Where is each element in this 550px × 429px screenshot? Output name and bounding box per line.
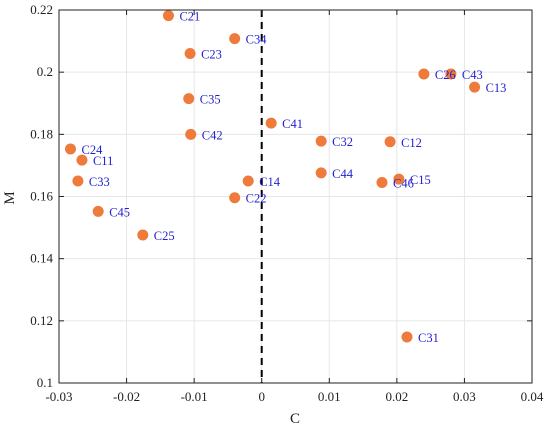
label-c33: C33 bbox=[89, 175, 110, 189]
x-tick-label: -0.01 bbox=[181, 389, 208, 404]
point-c12 bbox=[384, 136, 396, 148]
y-tick-label: 0.14 bbox=[30, 251, 53, 266]
x-tick-label: 0.04 bbox=[521, 389, 544, 404]
label-c11: C11 bbox=[93, 154, 113, 168]
x-tick-label: -0.03 bbox=[45, 389, 72, 404]
label-c22: C22 bbox=[246, 192, 267, 206]
point-c25 bbox=[137, 229, 149, 241]
label-c45: C45 bbox=[109, 205, 130, 219]
label-c21: C21 bbox=[179, 10, 200, 24]
point-c11 bbox=[76, 154, 88, 166]
label-c42: C42 bbox=[202, 128, 223, 142]
point-c13 bbox=[469, 81, 481, 93]
y-tick-label: 0.16 bbox=[30, 189, 53, 204]
point-c14 bbox=[242, 175, 254, 187]
x-tick-label: 0.01 bbox=[318, 389, 341, 404]
point-c21 bbox=[162, 10, 174, 22]
label-c26: C26 bbox=[435, 68, 456, 82]
label-c44: C44 bbox=[332, 167, 354, 181]
axes bbox=[58, 9, 533, 384]
point-c45 bbox=[92, 205, 104, 217]
point-c34 bbox=[229, 33, 241, 45]
label-c43: C43 bbox=[462, 68, 483, 82]
point-c22 bbox=[229, 192, 241, 204]
label-c25: C25 bbox=[154, 229, 175, 243]
x-tick-label: 0.03 bbox=[453, 389, 476, 404]
point-c31 bbox=[401, 331, 413, 343]
plot-frame bbox=[58, 9, 533, 384]
label-c32: C32 bbox=[332, 135, 353, 149]
point-c33 bbox=[72, 175, 84, 187]
label-c14: C14 bbox=[259, 175, 281, 189]
label-c31: C31 bbox=[418, 331, 439, 345]
data-points bbox=[64, 10, 481, 343]
point-c43 bbox=[445, 68, 457, 80]
label-c41: C41 bbox=[282, 117, 303, 131]
point-c15 bbox=[393, 173, 405, 185]
y-axis-title: M bbox=[2, 191, 18, 204]
point-c23 bbox=[184, 48, 196, 60]
label-c24: C24 bbox=[81, 143, 103, 157]
x-tick-label: -0.02 bbox=[113, 389, 140, 404]
point-c46 bbox=[376, 177, 388, 189]
label-c13: C13 bbox=[486, 81, 507, 95]
x-tick-label: 0.02 bbox=[385, 389, 408, 404]
y-tick-label: 0.22 bbox=[30, 2, 53, 17]
label-c35: C35 bbox=[200, 93, 221, 107]
label-c34: C34 bbox=[246, 33, 268, 47]
point-c35 bbox=[183, 93, 195, 105]
point-c41 bbox=[265, 117, 277, 129]
tick-labels: -0.03 -0.02 -0.01 0 0.01 0.02 0.03 0.04 0.1 0.12 0… bbox=[30, 2, 544, 404]
y-tick-label: 0.12 bbox=[30, 313, 53, 328]
point-c44 bbox=[315, 167, 327, 179]
y-tick-label: 0.18 bbox=[30, 126, 53, 141]
label-c23: C23 bbox=[201, 48, 222, 62]
label-c46: C46 bbox=[393, 177, 414, 191]
point-c24 bbox=[64, 143, 76, 155]
x-tick-label: 0 bbox=[258, 389, 265, 404]
point-c26 bbox=[418, 68, 430, 80]
y-tick-label: 0.2 bbox=[37, 64, 53, 79]
x-axis-title: C bbox=[290, 411, 300, 427]
label-c15: C15 bbox=[410, 173, 431, 187]
point-c32 bbox=[315, 135, 327, 147]
y-tick-label: 0.1 bbox=[37, 375, 53, 390]
point-c42 bbox=[185, 128, 197, 140]
label-c12: C12 bbox=[401, 136, 422, 150]
